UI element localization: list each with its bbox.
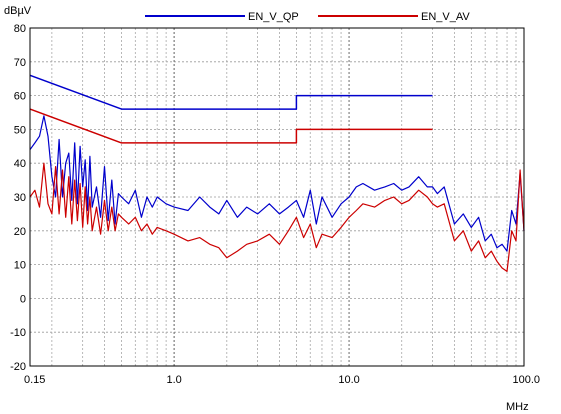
legend-label-av: EN_V_AV — [421, 11, 470, 23]
legend: EN_V_QP EN_V_AV — [145, 11, 470, 23]
limit-line-av — [29, 108, 433, 144]
y-axis-unit-label: dBµV — [4, 5, 32, 17]
measurement-trace-blue — [29, 115, 525, 252]
x-tick-label: 0.15 — [24, 374, 45, 386]
x-axis-unit-label: MHz — [506, 401, 529, 413]
y-tick-label: 70 — [14, 57, 26, 69]
legend-label-qp: EN_V_QP — [248, 11, 299, 23]
x-tick-label: 100.0 — [512, 374, 540, 386]
y-tick-label: 20 — [14, 226, 26, 238]
y-tick-label: 50 — [14, 124, 26, 136]
plot-frame — [29, 27, 525, 367]
y-tick-label: 60 — [14, 91, 26, 103]
grid — [30, 27, 525, 367]
y-tick-label: 0 — [20, 293, 26, 305]
y-tick-label: -20 — [10, 361, 26, 373]
y-tick-label: 30 — [14, 192, 26, 204]
x-tick-label: 10.0 — [338, 374, 359, 386]
x-tick-label: 1.0 — [166, 374, 181, 386]
tick-labels: 80 70 60 50 40 30 20 10 0 -10 -200.15 1.0 10.0 100.0 — [10, 23, 540, 386]
y-tick-label: -10 — [10, 327, 26, 339]
y-tick-label: 40 — [14, 158, 26, 170]
series-group — [29, 74, 525, 272]
limit-line-qp — [29, 74, 433, 110]
y-tick-label: 10 — [14, 260, 26, 272]
measurement-trace-red — [29, 162, 525, 272]
y-tick-label: 80 — [14, 23, 26, 35]
